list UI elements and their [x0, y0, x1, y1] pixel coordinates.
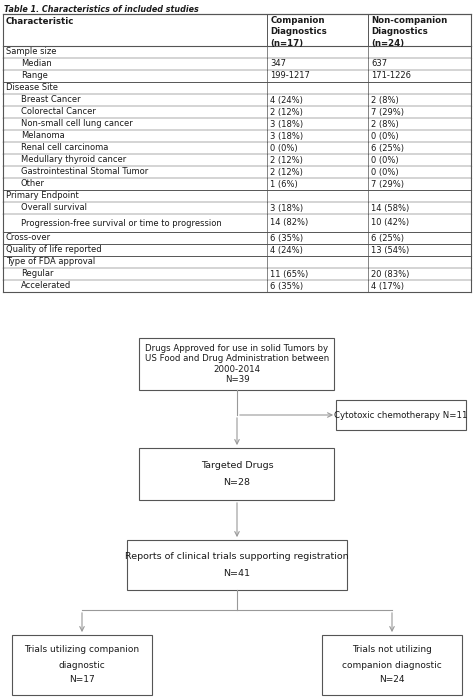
Text: 3 (18%): 3 (18%) [271, 204, 303, 213]
Text: Table 1. Characteristics of included studies: Table 1. Characteristics of included stu… [4, 5, 199, 14]
Text: 0 (0%): 0 (0%) [371, 132, 399, 141]
Text: 4 (24%): 4 (24%) [271, 95, 303, 104]
Text: 171-1226: 171-1226 [371, 71, 411, 80]
Text: Trials utilizing companion: Trials utilizing companion [25, 645, 139, 654]
Text: Other: Other [21, 179, 45, 188]
Text: diagnostic: diagnostic [59, 661, 105, 669]
Text: Overall survival: Overall survival [21, 204, 87, 213]
Text: 10 (42%): 10 (42%) [371, 218, 409, 228]
Text: 2000-2014: 2000-2014 [213, 365, 261, 374]
Bar [139, 448, 335, 500]
Text: Gastrointestinal Stomal Tumor: Gastrointestinal Stomal Tumor [21, 167, 148, 176]
Text: US Food and Drug Administration between: US Food and Drug Administration between [145, 354, 329, 363]
Text: N=17: N=17 [69, 676, 95, 685]
Text: 6 (25%): 6 (25%) [371, 144, 404, 153]
Text: 637: 637 [371, 60, 387, 69]
Text: Progression-free survival or time to progression: Progression-free survival or time to pro… [21, 218, 222, 228]
Bar [336, 400, 466, 430]
Text: Disease Site: Disease Site [6, 83, 58, 92]
Text: Range: Range [21, 71, 48, 80]
Text: Melanoma: Melanoma [21, 132, 65, 141]
Text: Type of FDA approval: Type of FDA approval [6, 258, 95, 267]
Text: 14 (58%): 14 (58%) [371, 204, 409, 213]
Text: Cross-over: Cross-over [6, 234, 51, 242]
Text: Non-companion
Diagnostics
(n=24): Non-companion Diagnostics (n=24) [371, 16, 447, 48]
Bar [322, 635, 462, 695]
Text: Non-small cell lung cancer: Non-small cell lung cancer [21, 120, 133, 129]
Text: Median: Median [21, 60, 52, 69]
Text: Accelerated: Accelerated [21, 281, 71, 290]
Text: 11 (65%): 11 (65%) [271, 270, 309, 279]
Text: 0 (0%): 0 (0%) [371, 167, 399, 176]
Text: 199-1217: 199-1217 [271, 71, 310, 80]
Text: 2 (12%): 2 (12%) [271, 108, 303, 116]
Text: companion diagnostic: companion diagnostic [342, 661, 442, 669]
Text: 1 (6%): 1 (6%) [271, 179, 298, 188]
Text: 14 (82%): 14 (82%) [271, 218, 309, 228]
Text: 347: 347 [271, 60, 286, 69]
Text: 2 (8%): 2 (8%) [371, 95, 399, 104]
Text: Characteristic: Characteristic [6, 17, 74, 26]
Text: Targeted Drugs: Targeted Drugs [201, 461, 273, 470]
Text: Medullary thyroid cancer: Medullary thyroid cancer [21, 155, 126, 164]
Text: 6 (25%): 6 (25%) [371, 234, 404, 242]
Bar [127, 540, 347, 590]
Text: 6 (35%): 6 (35%) [271, 281, 303, 290]
Text: 3 (18%): 3 (18%) [271, 132, 303, 141]
Text: Quality of life reported: Quality of life reported [6, 246, 101, 255]
Text: N=39: N=39 [225, 375, 249, 384]
Bar [12, 635, 152, 695]
Text: 20 (83%): 20 (83%) [371, 270, 410, 279]
Text: Drugs Approved for use in solid Tumors by: Drugs Approved for use in solid Tumors b… [146, 344, 328, 353]
Text: Breast Cancer: Breast Cancer [21, 95, 81, 104]
Text: 0 (0%): 0 (0%) [371, 155, 399, 164]
Text: 2 (8%): 2 (8%) [371, 120, 399, 129]
Text: 7 (29%): 7 (29%) [371, 108, 404, 116]
Text: 7 (29%): 7 (29%) [371, 179, 404, 188]
Text: Colorectal Cancer: Colorectal Cancer [21, 108, 96, 116]
Text: 4 (24%): 4 (24%) [271, 246, 303, 255]
Text: Regular: Regular [21, 270, 54, 279]
Text: Renal cell carcinoma: Renal cell carcinoma [21, 144, 109, 153]
Text: Cytotoxic chemotherapy N=11: Cytotoxic chemotherapy N=11 [334, 410, 468, 419]
Text: N=24: N=24 [379, 676, 405, 685]
Text: 13 (54%): 13 (54%) [371, 246, 409, 255]
Text: 3 (18%): 3 (18%) [271, 120, 303, 129]
Text: Companion
Diagnostics
(n=17): Companion Diagnostics (n=17) [271, 16, 327, 48]
Text: Primary Endpoint: Primary Endpoint [6, 192, 79, 200]
Text: 6 (35%): 6 (35%) [271, 234, 303, 242]
Bar [139, 338, 335, 390]
Text: N=41: N=41 [224, 569, 250, 577]
Text: N=28: N=28 [224, 478, 250, 487]
Text: 2 (12%): 2 (12%) [271, 167, 303, 176]
Text: Trials not utilizing: Trials not utilizing [352, 645, 432, 654]
Text: Sample size: Sample size [6, 48, 56, 57]
Text: Reports of clinical trials supporting registration: Reports of clinical trials supporting re… [125, 552, 349, 561]
Text: 2 (12%): 2 (12%) [271, 155, 303, 164]
Text: 4 (17%): 4 (17%) [371, 281, 404, 290]
Text: 0 (0%): 0 (0%) [271, 144, 298, 153]
